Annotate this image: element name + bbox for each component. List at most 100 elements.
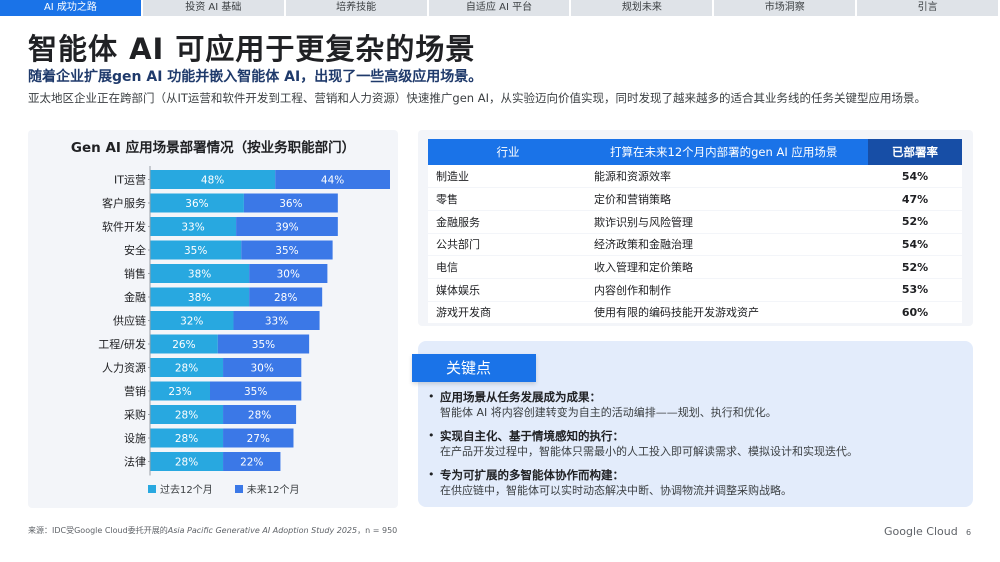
data-label: 48% (201, 175, 224, 187)
key-point-title: 应用场景从任务发展成为成果： (440, 390, 601, 404)
nav-tab[interactable]: AI 成功之路 (0, 0, 143, 16)
source-note: 来源：IDC受Google Cloud委托开展的Asia Pacific Gen… (28, 525, 397, 536)
nav-tab[interactable]: 市场洞察 (714, 0, 858, 16)
table-row: 制造业 能源和资源效率 54% (428, 165, 962, 189)
bar-segment-future (223, 428, 294, 448)
bar-segment-past (150, 428, 224, 448)
bar-segment-past (150, 193, 244, 213)
industry-cell: 公共部门 (428, 233, 588, 257)
data-label: 27% (247, 433, 270, 445)
bar-segment-future (223, 358, 302, 377)
data-label: 32% (180, 316, 203, 328)
source-prefix: 来源：IDC受Google Cloud委托开展的 (28, 526, 168, 535)
bar-segment-future (249, 287, 323, 307)
rate-cell: 52% (868, 210, 962, 234)
key-point-item: 应用场景从任务发展成为成果： 智能体 AI 将内容创建转变为自主的活动编排——规… (428, 390, 958, 420)
data-label: 28% (274, 292, 297, 304)
table-row: 媒体娱乐 内容创作和制作 53% (428, 278, 962, 302)
industry-cell: 媒体娱乐 (428, 278, 588, 302)
use-case-cell: 欺诈识别与风险管理 (588, 210, 868, 234)
data-label: 26% (172, 339, 195, 351)
bar-segment-past (150, 240, 242, 260)
page-title: 智能体 AI 可应用于更复杂的场景 (28, 32, 476, 66)
data-label: 38% (188, 269, 211, 281)
data-label: 44% (321, 175, 344, 187)
rate-cell: 54% (868, 233, 962, 257)
category-label: 客户服务 (102, 196, 146, 210)
industry-cell: 零售 (428, 187, 588, 211)
top-nav: AI 成功之路 投资 AI 基础 培养技能 自适应 AI 平台 规划未来 市场洞察 引言 (0, 0, 1000, 16)
data-label: 35% (252, 339, 275, 351)
table-row: 公共部门 经济政策和金融治理 54% (428, 233, 962, 257)
industry-cell: 制造业 (428, 165, 588, 189)
category-label: 营销 (124, 384, 146, 398)
rate-cell: 47% (868, 187, 962, 211)
use-case-cell: 收入管理和定价策略 (588, 255, 868, 279)
key-point-body: 智能体 AI 将内容创建转变为自主的活动编排——规划、执行和优化。 (440, 406, 777, 419)
use-case-cell: 内容创作和制作 (588, 278, 868, 302)
legend-label-future: 未来12个月 (246, 485, 300, 496)
bar-segment-future (249, 264, 328, 283)
use-case-cell: 使用有限的编码技能开发游戏资产 (588, 301, 868, 325)
legend-item-past: 过去12个月 (148, 481, 213, 496)
table-row: 金融服务 欺诈识别与风险管理 52% (428, 210, 962, 234)
data-label: 36% (185, 198, 208, 210)
bar-segment-past (150, 170, 276, 189)
category-label: 人力资源 (102, 361, 146, 375)
source-study: Asia Pacific Generative AI Adoption Stud… (167, 526, 358, 535)
bar-segment-past (150, 381, 210, 401)
use-case-cell: 能源和资源效率 (588, 165, 868, 189)
source-suffix: ，n = 950 (357, 526, 398, 535)
data-label: 35% (275, 245, 298, 257)
category-label: IT运营 (114, 173, 146, 187)
bar-segment-future (223, 452, 281, 471)
category-label: 法律 (124, 455, 146, 469)
category-label: 销售 (124, 267, 146, 281)
data-label: 33% (181, 222, 204, 234)
table-row: 电信 收入管理和定价策略 52% (428, 255, 962, 279)
data-label: 28% (175, 457, 198, 469)
bar-segment-future (243, 193, 338, 213)
category-label: 软件开发 (102, 220, 146, 234)
bar-segment-past (150, 264, 250, 283)
data-label: 38% (188, 292, 211, 304)
bar-segment-future (233, 311, 320, 330)
bar-segment-past (150, 217, 237, 236)
page-subtitle: 随着企业扩展gen AI 功能并嵌入智能体 AI，出现了一些高级应用场景。 (28, 69, 483, 85)
data-label: 28% (175, 410, 198, 422)
key-point-body: 在产品开发过程中，智能体只需最小的人工投入即可解读需求、模拟设计和实现迭代。 (440, 445, 858, 458)
bar-segment-future (210, 381, 302, 401)
use-case-table: 行业 打算在未来12个月内部署的gen AI 应用场景 已部署率 制造业 能源和资… (428, 139, 962, 325)
data-label: 30% (251, 363, 274, 375)
nav-tab[interactable]: 规划未来 (571, 0, 715, 16)
data-label: 28% (175, 433, 198, 445)
nav-tab[interactable]: 投资 AI 基础 (142, 0, 286, 16)
header-use-case: 打算在未来12个月内部署的gen AI 应用场景 (588, 139, 868, 165)
data-label: 35% (244, 386, 267, 398)
bar-segment-future (241, 240, 333, 260)
nav-tab[interactable]: 自适应 AI 平台 (428, 0, 572, 16)
rate-cell: 53% (868, 278, 962, 302)
category-label: 供应链 (113, 314, 146, 328)
table-row: 零售 定价和营销策略 47% (428, 187, 962, 211)
page-number: 6 (966, 528, 972, 537)
key-point-title: 专为可扩展的多智能体协作而构建： (440, 468, 624, 482)
key-points-list: 应用场景从任务发展成为成果： 智能体 AI 将内容创建转变为自主的活动编排——规… (428, 390, 958, 507)
nav-tab[interactable]: 培养技能 (285, 0, 429, 16)
nav-tab[interactable]: 引言 (857, 0, 1000, 16)
intro-paragraph: 亚太地区企业正在跨部门（从IT运营和软件开发到工程、营销和人力资源）快速推广ge… (28, 91, 926, 105)
key-point-title: 实现自主化、基于情境感知的执行： (440, 429, 624, 443)
bar-segment-past (150, 452, 224, 471)
bar-segment-future (236, 217, 338, 236)
rate-cell: 60% (868, 301, 962, 325)
data-label: 28% (248, 410, 271, 422)
bar-segment-future (275, 170, 390, 189)
data-label: 22% (240, 457, 263, 469)
key-point-item: 专为可扩展的多智能体协作而构建： 在供应链中，智能体可以实时动态解决中断、协调物… (428, 468, 958, 498)
data-label: 33% (265, 316, 288, 328)
use-case-cell: 经济政策和金融治理 (588, 233, 868, 257)
legend-label-past: 过去12个月 (160, 485, 213, 496)
category-label: 工程/研发 (98, 337, 146, 351)
legend-item-future: 未来12个月 (234, 481, 300, 496)
industry-cell: 金融服务 (428, 210, 588, 234)
